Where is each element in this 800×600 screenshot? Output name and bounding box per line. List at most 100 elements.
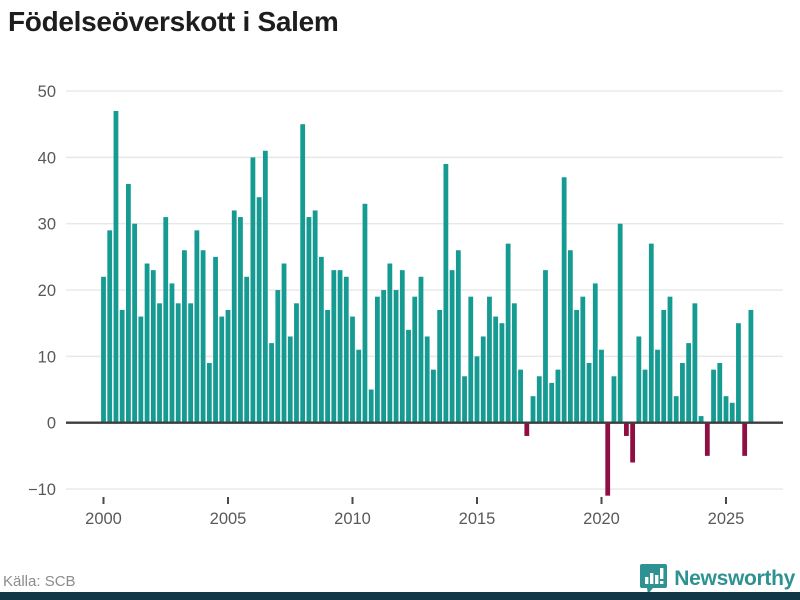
quarter-bar xyxy=(586,363,592,423)
quarter-bar xyxy=(368,389,374,423)
quarter-bar xyxy=(312,210,318,423)
quarter-bar xyxy=(729,402,735,423)
quarter-bar xyxy=(543,270,548,423)
quarter-bar xyxy=(536,376,542,423)
quarter-bar xyxy=(306,217,312,423)
quarter-bar xyxy=(281,263,287,423)
quarter-bar xyxy=(337,270,343,423)
quarter-bar xyxy=(455,250,461,423)
quarter-bar xyxy=(362,203,368,423)
quarter-bar xyxy=(673,396,679,423)
brand-name: Newsworthy xyxy=(674,566,795,590)
quarter-bar xyxy=(443,164,449,423)
quarter-bar xyxy=(225,309,231,423)
y-axis-tick-label: −10 xyxy=(28,481,56,499)
quarter-bar xyxy=(275,290,281,423)
quarter-bar xyxy=(605,422,611,496)
quarter-bar xyxy=(717,363,723,423)
quarter-bar xyxy=(648,243,654,423)
quarter-bar xyxy=(574,309,579,423)
quarter-bar xyxy=(630,422,636,463)
quarter-bar xyxy=(318,256,324,423)
y-axis-tick-label: 20 xyxy=(38,282,56,300)
quarter-bar xyxy=(262,150,268,423)
quarter-bar xyxy=(686,343,692,423)
quarter-bar xyxy=(256,197,262,423)
quarter-bar xyxy=(287,336,293,423)
quarter-bar xyxy=(592,283,598,423)
quarter-bar xyxy=(231,210,237,423)
quarter-bar xyxy=(219,316,225,423)
quarter-bar xyxy=(518,369,523,423)
quarter-bar xyxy=(418,276,424,423)
quarter-bar xyxy=(412,296,418,423)
quarter-bar xyxy=(238,217,243,423)
quarter-bar xyxy=(331,270,337,423)
quarter-bar xyxy=(157,303,162,423)
quarter-bar xyxy=(406,329,411,423)
quarter-bar xyxy=(661,309,667,423)
quarter-bar xyxy=(325,309,330,423)
quarter-bar xyxy=(462,376,467,423)
quarter-bar xyxy=(667,296,673,423)
quarter-bar xyxy=(655,349,660,423)
quarter-bar xyxy=(555,369,561,423)
y-axis-tick-label: 0 xyxy=(47,415,56,433)
quarter-bar xyxy=(126,183,131,423)
quarter-bar xyxy=(599,349,604,423)
quarter-bar xyxy=(748,309,754,423)
quarter-bar xyxy=(113,110,119,423)
quarter-bar xyxy=(393,290,399,423)
quarter-bar xyxy=(561,177,567,423)
x-axis-tick-label: 2015 xyxy=(459,510,496,528)
quarter-bar xyxy=(169,283,175,423)
newsworthy-pin-barchart-icon xyxy=(640,564,668,594)
quarter-bar xyxy=(505,243,511,423)
quarter-bar xyxy=(144,263,150,423)
quarter-bar xyxy=(399,270,405,423)
quarter-bar xyxy=(387,263,393,423)
quarter-bar xyxy=(642,369,648,423)
quarter-bar xyxy=(449,270,455,423)
quarter-bar xyxy=(711,369,716,423)
quarter-bar xyxy=(244,276,250,423)
quarter-bar xyxy=(356,349,362,423)
quarter-bar xyxy=(617,223,623,423)
quarter-bar xyxy=(580,296,586,423)
quarter-bar xyxy=(163,217,169,423)
quarter-bar xyxy=(375,296,380,423)
quarter-bar xyxy=(474,356,480,423)
quarter-bar xyxy=(704,422,710,456)
quarter-bar xyxy=(437,309,443,423)
quarter-bar xyxy=(624,422,629,436)
quarter-bar xyxy=(194,230,200,423)
quarter-bar xyxy=(107,230,113,423)
quarter-bar xyxy=(468,296,474,423)
bottom-accent-bar xyxy=(0,592,800,600)
chart-title: Födelseöverskott i Salem xyxy=(8,6,339,37)
quarter-bar xyxy=(692,303,698,423)
quarter-bar xyxy=(206,363,212,423)
quarter-bar xyxy=(524,422,530,436)
y-axis-tick-label: 50 xyxy=(38,83,56,101)
y-axis-tick-label: 30 xyxy=(38,216,56,234)
quarter-bar xyxy=(611,376,617,423)
quarter-bar xyxy=(487,296,492,423)
source-label: Källa: SCB xyxy=(3,573,76,590)
quarter-bar xyxy=(175,303,181,423)
quarter-bar xyxy=(680,363,685,423)
quarter-bar xyxy=(150,270,156,423)
quarter-bar xyxy=(511,303,517,423)
y-axis-tick-label: 40 xyxy=(38,149,56,167)
quarter-bar xyxy=(636,336,642,423)
quarter-bar xyxy=(188,303,194,423)
quarter-bar xyxy=(119,309,125,423)
x-axis-tick-label: 2000 xyxy=(85,510,122,528)
quarter-bar xyxy=(736,323,741,423)
quarter-bar xyxy=(530,396,536,423)
x-axis-tick-label: 2010 xyxy=(334,510,371,528)
newsworthy-logo[interactable]: Newsworthy xyxy=(640,563,795,594)
quarter-bar xyxy=(138,316,144,423)
